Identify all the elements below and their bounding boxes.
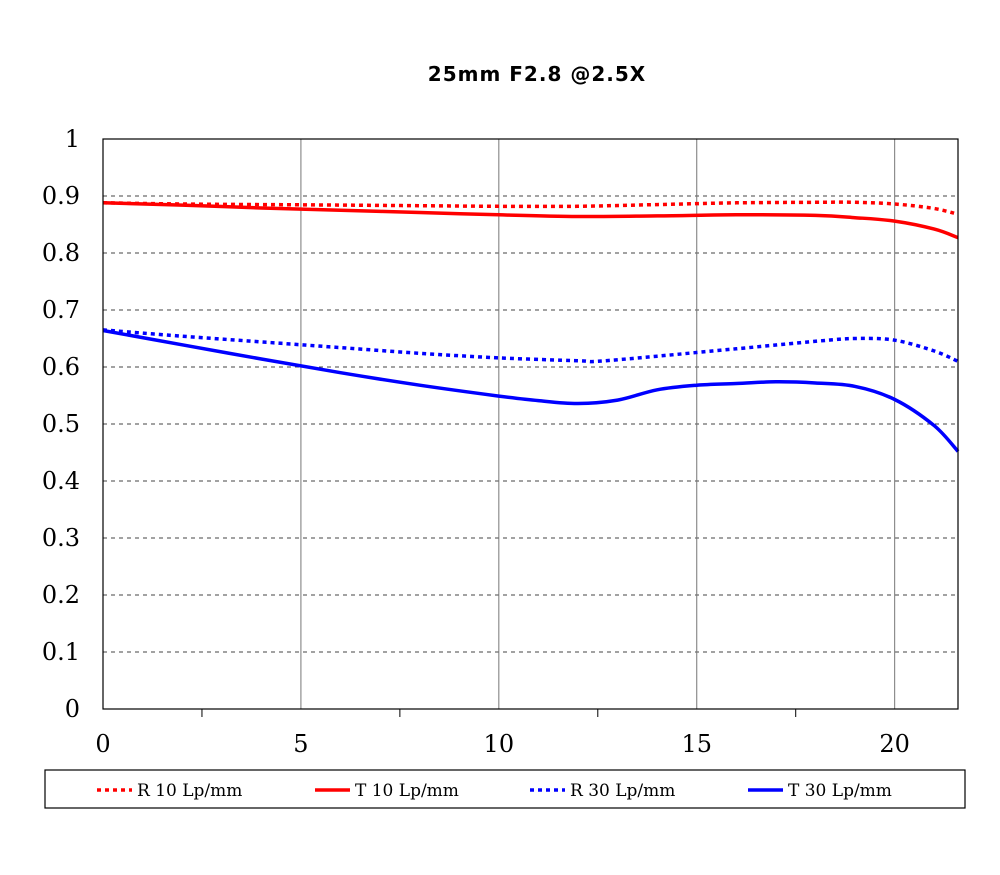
y-tick-label: 0 [65,695,80,723]
y-tick-label: 0.5 [42,410,80,438]
y-tick-label: 1 [65,125,80,153]
y-tick-label: 0.4 [42,467,80,495]
axis-ticks: 00.10.20.30.40.50.60.70.80.910 5 10 15 20 [42,125,910,758]
plot-frame [102,138,959,710]
x-tick-label: 20 [879,730,910,758]
y-tick-label: 0.3 [42,524,80,552]
x-tick-label: 5 [293,730,308,758]
y-tick-label: 0.6 [42,353,80,381]
series-line-2 [102,201,959,240]
legend-box [44,769,966,809]
y-tick-label: 0.7 [42,296,80,324]
legend-label: R 10 Lp/mm [137,781,242,801]
grid [103,139,958,709]
x-tick-label: 15 [681,730,712,758]
series-line-4 [102,328,960,453]
y-tick-label: 0.2 [42,581,80,609]
legend: R 10 Lp/mm T 10 Lp/mm R 30 Lp/mm T 30 Lp/mm [97,781,892,801]
legend-label: T 30 Lp/mm [788,781,892,801]
legend-label: T 10 Lp/mm [355,781,459,801]
x-tick-label: 10 [484,730,515,758]
y-tick-label: 0.9 [42,182,80,210]
y-tick-label: 0.1 [42,638,80,666]
series-line-3 [102,328,959,364]
x-tick-label: 0 [95,730,110,758]
legend-label: R 30 Lp/mm [570,781,675,801]
series-lines [102,200,960,453]
series-line-1 [102,200,959,216]
chart-title: 25mm F2.8 @2.5X [428,62,646,86]
y-tick-label: 0.8 [42,239,80,267]
